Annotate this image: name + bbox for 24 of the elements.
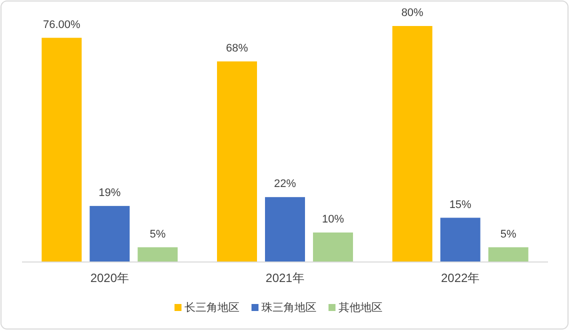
bar — [217, 61, 257, 262]
bar — [392, 26, 432, 262]
legend-label: 珠三角地区 — [262, 301, 316, 314]
data-label: 76.00% — [43, 18, 81, 31]
data-label: 19% — [98, 186, 121, 199]
legend-label: 长三角地区 — [184, 301, 240, 314]
x-tick-label: 2020年 — [90, 271, 130, 285]
bar — [42, 38, 82, 262]
bar — [90, 206, 130, 262]
bar — [313, 232, 353, 262]
bar — [265, 197, 305, 262]
data-label: 80% — [401, 7, 424, 19]
bar — [440, 218, 480, 262]
data-label: 5% — [500, 228, 516, 240]
data-label: 10% — [322, 214, 344, 226]
data-label: 68% — [226, 42, 248, 54]
data-label: 15% — [449, 198, 472, 211]
data-label: 5% — [150, 228, 166, 240]
bar — [488, 247, 528, 262]
legend-label: 其他地区 — [338, 301, 382, 314]
x-tick-label: 2021年 — [266, 271, 304, 285]
x-tick-label: 2022年 — [440, 271, 480, 285]
data-label: 22% — [274, 178, 296, 190]
bar — [138, 247, 178, 262]
